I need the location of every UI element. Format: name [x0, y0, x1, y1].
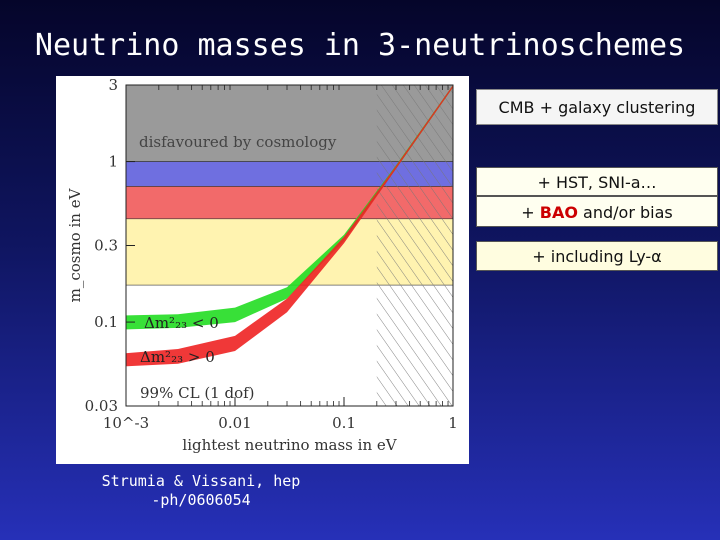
y-tick-label: 0.1 [94, 313, 118, 331]
label-bao-suffix: and/or bias [583, 203, 673, 222]
x-tick-label: 0.01 [218, 414, 251, 432]
y-axis-label: m_cosmo in eV [66, 187, 84, 302]
x-tick-label: 10^-3 [103, 414, 149, 432]
label-bao-bias: + BAO and/or bias [476, 196, 718, 227]
excluded-hatched-region [376, 85, 453, 406]
y-tick-label: 1 [108, 153, 118, 171]
caption-line: -ph/0606054 [151, 491, 251, 509]
citation-caption: Strumia & Vissani, hep -ph/0606054 [56, 472, 346, 510]
annotation-normal: Δm²₂₃ > 0 [140, 348, 215, 366]
y-tick-label: 0.3 [94, 237, 118, 255]
y-tick-label: 0.03 [85, 397, 118, 415]
annotation-inverted: Δm²₂₃ < 0 [144, 314, 219, 332]
neutrino-mass-chart: lightest neutrino mass in eV m_cosmo in e… [66, 76, 458, 454]
annotation-disfavoured: disfavoured by cosmology [139, 133, 337, 151]
label-cmb-galaxy-clustering: CMB + galaxy clustering [476, 89, 718, 125]
label-bao-prefix: + [521, 203, 535, 222]
x-tick-label: 0.1 [332, 414, 356, 432]
slide-title: Neutrino masses in 3-neutrinoschemes [34, 28, 686, 63]
annotation-confidence: 99% CL (1 dof) [140, 384, 255, 402]
x-tick-label: 1 [448, 414, 458, 432]
x-axis-label: lightest neutrino mass in eV [182, 436, 397, 454]
label-hst-snia: + HST, SNI-a… [476, 167, 718, 196]
label-lyman-alpha: + including Ly-α [476, 241, 718, 271]
label-bao-word: BAO [539, 203, 578, 222]
caption-line: Strumia & Vissani, hep [101, 472, 301, 490]
figure-panel: lightest neutrino mass in eV m_cosmo in e… [56, 76, 469, 464]
y-tick-label: 3 [108, 76, 118, 94]
